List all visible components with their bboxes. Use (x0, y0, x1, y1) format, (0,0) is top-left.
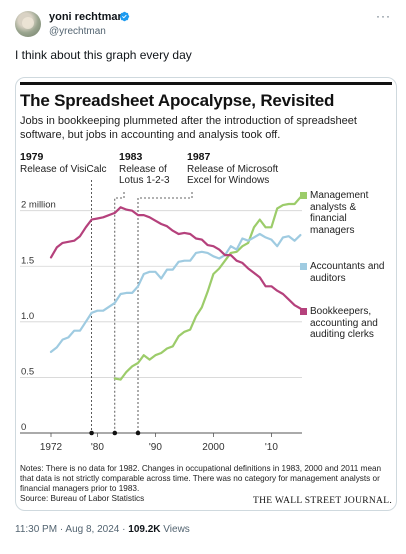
y-tick-label: 0 (21, 422, 26, 433)
more-icon[interactable]: ··· (376, 9, 391, 23)
event-year: 1979 (20, 151, 44, 163)
notes-text: Notes: There is no data for 1982. Change… (20, 464, 382, 493)
infographic: The Spreadsheet Apocalypse, Revisited Jo… (20, 82, 392, 506)
views-label: Views (163, 524, 190, 535)
media-image[interactable]: The Spreadsheet Apocalypse, Revisited Jo… (15, 77, 397, 511)
meta-separator: · (122, 524, 126, 535)
event-year: 1987 (187, 151, 211, 163)
verified-badge-icon (119, 11, 130, 22)
legend-item-accountants: Accountants and auditors (300, 261, 392, 284)
graphic-top-rule (20, 82, 392, 85)
event-label: Release of Lotus 1-2-3 (119, 163, 170, 187)
graphic-title: The Spreadsheet Apocalypse, Revisited (20, 91, 335, 110)
x-tick-label: '80 (91, 442, 104, 453)
avatar[interactable] (15, 11, 41, 37)
event-marker-dot (135, 430, 141, 436)
tweet-meta: 11:30 PM · Aug 8, 2024 · 109.2K Views (15, 524, 190, 536)
y-tick-label: 1.0 (21, 311, 34, 322)
event-visicalc: 1979 Release of VisiCalc (20, 151, 110, 175)
views-count: 109.2K (128, 524, 161, 535)
x-tick-label: 2000 (202, 442, 225, 453)
graphic-subtitle: Jobs in bookkeeping plummeted after the … (20, 115, 357, 141)
line-chart: 0 0.5 1.0 1.5 2 million 1972 '80 '90 2000 '10 (20, 180, 302, 453)
x-tick-label: '10 (265, 442, 278, 453)
event-marker-dot (112, 430, 118, 436)
author-handle[interactable]: @yrechtman (49, 26, 106, 37)
x-tick-label: 1972 (40, 442, 63, 453)
legend-swatch (300, 192, 307, 199)
event-marker-line (137, 192, 193, 433)
y-tick-label: 1.5 (21, 255, 34, 266)
tweet-time[interactable]: 11:30 PM (15, 524, 58, 535)
y-tick-label: 2 million (21, 200, 56, 211)
event-marker-dot (89, 430, 94, 436)
y-tick-label: 0.5 (21, 366, 34, 377)
chart-notes: Notes: There is no data for 1982. Change… (20, 464, 392, 504)
legend-item-bookkeepers: Bookkeepers, accounting and auditing cle… (300, 306, 392, 341)
event-label: Release of Microsoft Excel for Windows (187, 163, 279, 187)
legend-label: Accountants and auditors (310, 261, 385, 284)
event-lotus: 1983 Release of Lotus 1-2-3 (119, 151, 179, 187)
publisher-logo: THE WALL STREET JOURNAL. (253, 496, 392, 506)
x-tick-label: '90 (149, 442, 162, 453)
event-label: Release of VisiCalc (20, 163, 107, 175)
series-line (49, 206, 302, 310)
legend-label: Management analysts & financial managers (310, 190, 369, 236)
event-year: 1983 (119, 151, 143, 163)
tweet-text: I think about this graph every day (15, 48, 192, 62)
legend-swatch (300, 308, 307, 315)
meta-separator: · (59, 524, 64, 535)
tweet-date[interactable]: Aug 8, 2024 (65, 524, 120, 535)
event-excel: 1987 Release of Microsoft Excel for Wind… (187, 151, 297, 187)
author-name[interactable]: yoni rechtman (49, 11, 125, 23)
legend-item-management: Management analysts & financial managers (300, 190, 392, 236)
series-line (49, 232, 302, 353)
legend-label: Bookkeepers, accounting and auditing cle… (310, 306, 378, 340)
legend-swatch (300, 263, 307, 270)
event-marker-line (114, 192, 125, 433)
source-text: Source: Bureau of Labor Statistics (20, 494, 145, 503)
series-line (113, 196, 302, 381)
